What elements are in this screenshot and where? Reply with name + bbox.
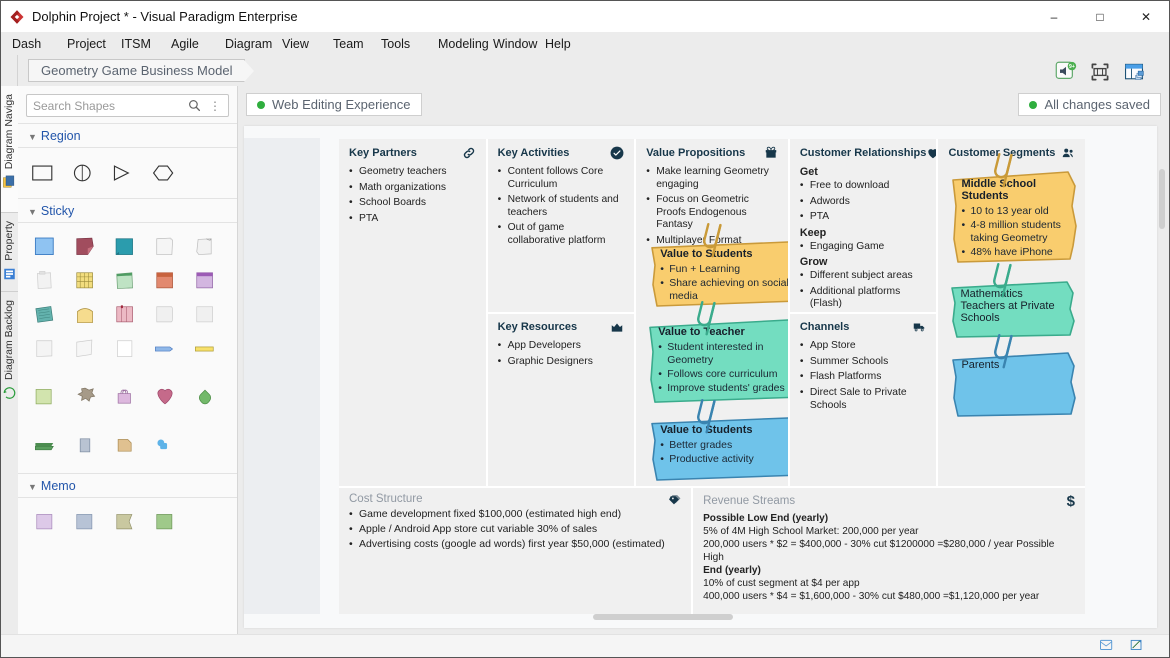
svg-text:9+: 9+ [1069, 64, 1075, 70]
